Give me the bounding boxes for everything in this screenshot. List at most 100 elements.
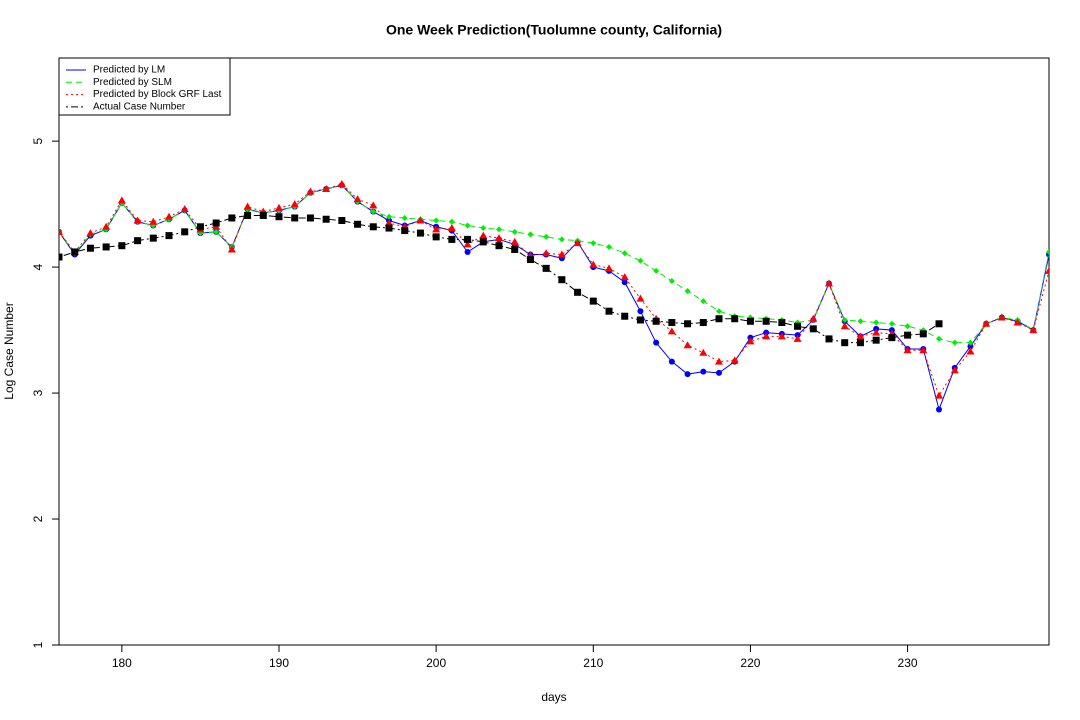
point	[620, 273, 629, 281]
x-tick-label: 200	[426, 656, 446, 670]
point	[573, 239, 582, 247]
point	[605, 264, 613, 272]
point	[636, 316, 644, 324]
point	[369, 201, 378, 209]
point	[526, 256, 534, 264]
point	[463, 240, 472, 248]
point	[856, 332, 865, 340]
point	[557, 250, 566, 258]
point	[621, 250, 628, 257]
point	[386, 213, 392, 220]
point	[196, 223, 204, 231]
point	[353, 195, 362, 203]
point	[683, 341, 692, 349]
point	[919, 330, 927, 338]
point	[809, 325, 817, 333]
point	[809, 314, 818, 322]
point	[982, 319, 991, 327]
point	[385, 219, 393, 227]
point	[715, 357, 723, 365]
point	[606, 243, 612, 250]
point	[590, 240, 597, 247]
point	[322, 185, 331, 193]
point	[432, 233, 440, 241]
point	[636, 294, 645, 302]
point	[542, 264, 550, 272]
x-tick-label: 220	[740, 656, 760, 670]
point	[793, 334, 802, 342]
point	[416, 229, 424, 237]
point	[433, 217, 440, 224]
point	[668, 277, 675, 284]
point	[716, 369, 722, 376]
point	[181, 228, 189, 236]
point	[653, 339, 660, 346]
point	[904, 331, 912, 339]
point	[935, 320, 943, 328]
point	[149, 217, 158, 225]
point	[243, 202, 252, 210]
point	[950, 366, 959, 374]
legend-label: Predicted by SLM	[93, 77, 172, 88]
point	[275, 213, 283, 221]
point	[1046, 248, 1049, 255]
point	[213, 228, 220, 235]
point	[59, 253, 63, 261]
point	[589, 260, 598, 268]
point	[354, 220, 362, 228]
series-line	[59, 184, 1049, 344]
point	[872, 328, 881, 336]
point	[951, 339, 958, 346]
point	[558, 236, 565, 243]
point	[291, 214, 299, 222]
plot-frame	[58, 57, 1050, 646]
point	[464, 222, 471, 229]
legend-label: Predicted by LM	[93, 65, 165, 76]
point	[730, 356, 739, 364]
point	[275, 203, 283, 211]
point	[337, 179, 346, 187]
point	[856, 339, 864, 347]
point	[667, 327, 676, 335]
point	[117, 196, 126, 204]
point	[888, 320, 895, 327]
point	[746, 337, 755, 345]
point	[653, 267, 660, 274]
point	[401, 227, 409, 235]
point	[762, 317, 770, 325]
point	[306, 187, 315, 195]
x-tick-label: 190	[269, 656, 289, 670]
y-axis-label: Log Case Number	[2, 302, 16, 399]
point	[180, 205, 189, 213]
point	[700, 368, 707, 375]
x-tick-label: 180	[112, 656, 132, 670]
point	[447, 224, 456, 232]
point	[401, 214, 408, 221]
point	[1045, 266, 1049, 274]
point	[684, 371, 691, 378]
y-tick-label: 1	[31, 641, 45, 648]
series-line	[59, 183, 1049, 397]
x-tick-label: 230	[898, 656, 918, 670]
point	[165, 232, 173, 240]
y-tick-label: 4	[31, 263, 45, 270]
point	[102, 243, 110, 251]
point	[605, 307, 613, 315]
legend-label: Predicted by Block GRF Last	[93, 89, 222, 100]
point	[495, 242, 503, 250]
point	[527, 231, 534, 238]
point	[133, 216, 142, 224]
point	[873, 319, 880, 326]
point	[542, 249, 551, 257]
point	[448, 218, 455, 225]
point	[637, 257, 644, 264]
point	[118, 242, 126, 250]
point	[134, 237, 142, 245]
point	[212, 219, 220, 227]
x-axis-label: days	[541, 690, 566, 704]
legend-box	[58, 57, 231, 116]
point	[621, 312, 629, 320]
point	[290, 200, 299, 208]
